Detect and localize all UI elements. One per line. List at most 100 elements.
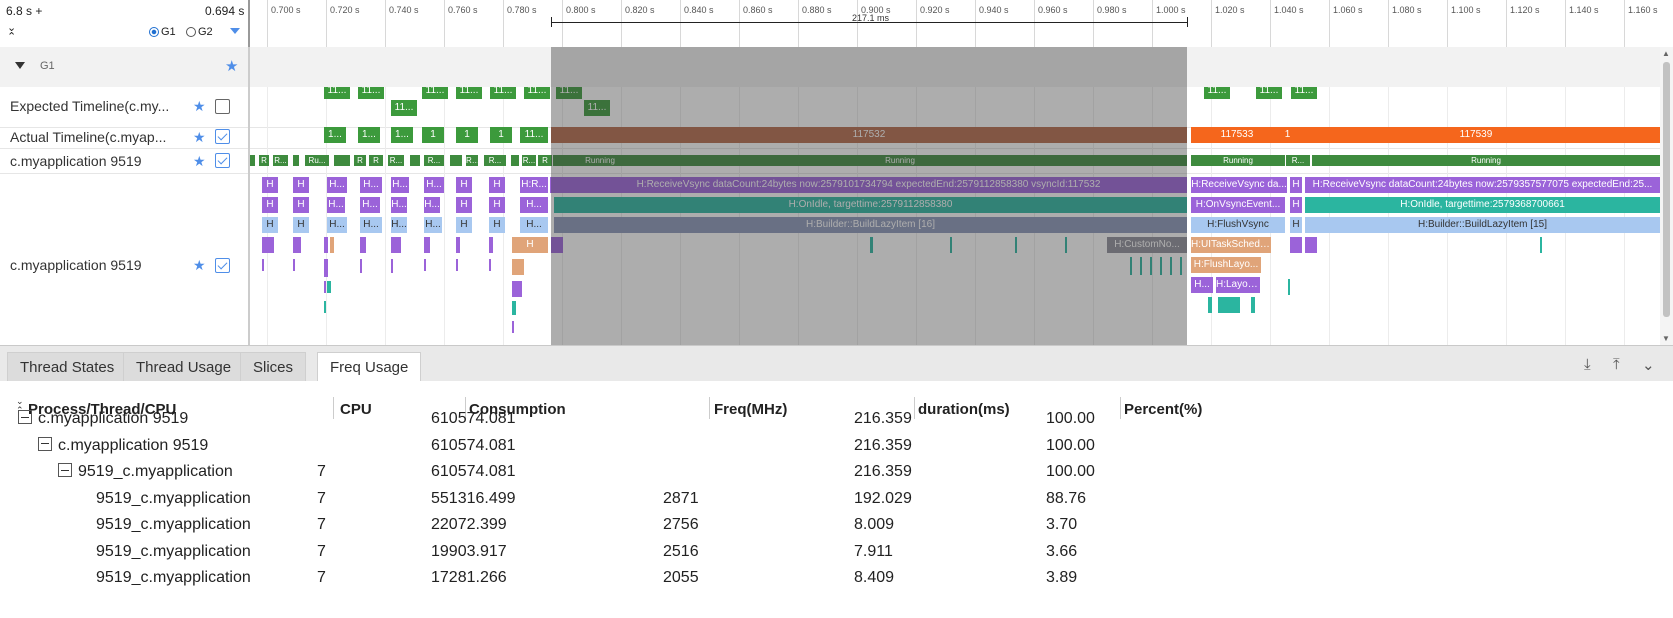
slice-builder[interactable]: H:Builder::BuildLazyItem [16] [554, 217, 1187, 233]
actual-frame-slice-117533[interactable]: 117533 [1191, 127, 1283, 143]
scrollbar-thumb[interactable] [1663, 62, 1670, 317]
trace-slice[interactable]: H [489, 177, 505, 193]
tab-slices[interactable]: Slices [240, 352, 307, 382]
trace-slice[interactable]: H [489, 197, 505, 213]
checkbox[interactable] [215, 99, 230, 114]
thread-state-slice[interactable]: Ru... [305, 155, 329, 166]
table-row[interactable]: 9519_c.myapplication 7 22072.399 2756 8.009 3… [0, 512, 1673, 539]
col-header-freq[interactable]: Freq(MHz) [714, 401, 788, 418]
thread-state-slice[interactable]: Running [1191, 155, 1285, 166]
actual-frame-slice[interactable]: 1... [358, 127, 380, 143]
expected-frame-slice[interactable]: 11... [490, 87, 516, 99]
thread-state-slice[interactable]: R... [273, 155, 288, 166]
trace-slice[interactable]: H... [424, 197, 440, 213]
tab-freq-usage[interactable]: Freq Usage [317, 352, 422, 382]
thread-state-slice[interactable]: R... [1286, 155, 1310, 166]
thread-state-slice[interactable] [450, 155, 462, 166]
chevron-down-icon[interactable]: ⌄ [1642, 357, 1655, 374]
tab-thread-states[interactable]: Thread States [7, 352, 128, 382]
thread-state-slice[interactable]: R... [388, 155, 404, 166]
thread-state-slice[interactable] [511, 155, 519, 166]
trace-slice[interactable]: H... [327, 217, 347, 233]
collapse-icon[interactable] [38, 436, 52, 451]
scroll-up-icon[interactable]: ▲ [1662, 49, 1670, 58]
actual-frame-slice[interactable]: 1... [324, 127, 346, 143]
thread-state-slice[interactable]: Running [865, 155, 935, 166]
tab-thread-usage[interactable]: Thread Usage [123, 352, 245, 382]
trace-slice[interactable]: H... [327, 197, 345, 213]
actual-frame-slice[interactable]: 1 [490, 127, 512, 143]
trace-slice[interactable]: H [456, 217, 472, 233]
row-thread[interactable]: c.myapplication 9519 ★ [0, 173, 1660, 345]
row-actual-timeline[interactable]: Actual Timeline(c.myap... ★ [0, 127, 1660, 147]
expected-frame-slice[interactable]: 11... [584, 100, 610, 116]
collapse-icon[interactable] [18, 410, 32, 424]
trace-slice[interactable]: H [489, 217, 505, 233]
star-icon[interactable]: ★ [225, 58, 239, 75]
expected-frame-slice[interactable]: 11... [324, 87, 350, 99]
thread-state-slice[interactable] [250, 155, 255, 166]
star-icon[interactable]: ★ [193, 129, 206, 145]
thread-state-slice[interactable] [410, 155, 420, 166]
track-canvas[interactable]: 11... 11... 11... 11... 11... 11... 11... 11...… [250, 87, 1660, 345]
col-header-process[interactable]: Process/Thread/CPU [28, 401, 177, 418]
slice-layout[interactable]: H:Layou... [1216, 277, 1260, 293]
trace-slice[interactable]: H [262, 197, 278, 213]
trace-slice[interactable]: H... [360, 217, 382, 233]
download-icon[interactable]: ⤓ [1584, 356, 1591, 373]
thread-state-slice[interactable] [293, 155, 299, 166]
table-row[interactable]: c.myapplication 9519 610574.081 216.359 100… [0, 406, 1673, 433]
trace-slice[interactable]: H... [391, 197, 407, 213]
expected-frame-slice[interactable]: 11... [556, 87, 582, 99]
thread-state-slice[interactable]: R... [522, 155, 536, 166]
actual-frame-slice[interactable]: 1 [456, 127, 478, 143]
trace-slice[interactable]: H... [391, 177, 409, 193]
dropdown-triangle-icon[interactable] [230, 28, 240, 34]
radio-g2[interactable]: G2 [186, 26, 213, 38]
actual-frame-slice-117532[interactable]: 117532 [551, 127, 1187, 143]
slice-ui-task-scheduler[interactable]: H:UITaskSchedu... [1191, 237, 1271, 253]
expected-frame-slice[interactable]: 11... [358, 87, 384, 99]
slice-flush-vsync[interactable]: H:FlushVsync [1191, 217, 1285, 233]
slice-custom-node[interactable]: H:CustomNo... [1107, 237, 1187, 253]
trace-slice[interactable]: H [293, 217, 309, 233]
actual-frame-slice[interactable]: 1 [1283, 127, 1292, 143]
row-expected-timeline[interactable]: Expected Timeline(c.my... ★ [0, 87, 1660, 127]
trace-slice[interactable]: H [456, 197, 472, 213]
collapse-icon[interactable] [58, 463, 72, 477]
trace-slice[interactable]: H [456, 177, 472, 193]
table-row[interactable]: 9519_c.myapplication 7 551316.499 2871 192.0… [0, 486, 1673, 513]
trace-slice[interactable]: H [293, 197, 309, 213]
col-header-consumption[interactable]: Consumption [469, 401, 566, 418]
table-row[interactable]: 9519_c.myapplication 7 17281.266 2055 8.409 3… [0, 565, 1673, 592]
star-icon[interactable]: ★ [193, 98, 206, 114]
col-header-percent[interactable]: Percent(%) [1124, 401, 1203, 418]
expected-frame-slice[interactable]: 11... [456, 87, 482, 99]
expected-frame-slice[interactable]: 11... [422, 87, 448, 99]
thread-state-slice[interactable]: Running [1312, 155, 1660, 166]
row-process[interactable]: c.myapplication 9519 ★ [0, 148, 1660, 172]
thread-state-slice[interactable]: R [369, 155, 383, 166]
slice-onidle[interactable]: H:OnIdle, targettime:2579112858380 [554, 197, 1187, 213]
trace-slice[interactable]: H [1290, 197, 1302, 213]
trace-slice[interactable]: H... [1191, 277, 1213, 293]
star-icon[interactable]: ★ [193, 257, 206, 273]
radio-g1[interactable]: G1 [149, 26, 176, 38]
actual-frame-slice[interactable]: 11... [520, 127, 548, 143]
time-ruler[interactable]: 0.700 s 0.720 s 0.740 s 0.760 s 0.780 s 0.800… [250, 0, 1673, 48]
scroll-down-icon[interactable]: ▼ [1662, 334, 1670, 343]
slice-flush-layout[interactable]: H:FlushLayo... [1191, 257, 1261, 273]
slice-on-vsync-event[interactable]: H:OnVsyncEvent... [1191, 197, 1285, 213]
expected-frame-slice[interactable]: 11... [391, 100, 417, 116]
slice-receive-vsync[interactable]: H:ReceiveVsync dataCount:24bytes now:257… [1305, 177, 1660, 193]
actual-frame-slice[interactable]: 1... [391, 127, 413, 143]
collapse-all-icon[interactable]: ⌄ ⌃ [7, 22, 17, 43]
table-row[interactable]: c.myapplication 9519 610574.081 216.359 100… [0, 433, 1673, 460]
thread-state-slice[interactable]: R [538, 155, 552, 166]
trace-slice[interactable]: H [262, 217, 278, 233]
trace-slice[interactable]: H... [520, 197, 548, 213]
checkbox-checked[interactable] [215, 258, 230, 273]
thread-state-slice[interactable]: R... [466, 155, 478, 166]
trace-slice[interactable]: H... [391, 217, 407, 233]
trace-slice[interactable]: H:R... [520, 177, 548, 193]
